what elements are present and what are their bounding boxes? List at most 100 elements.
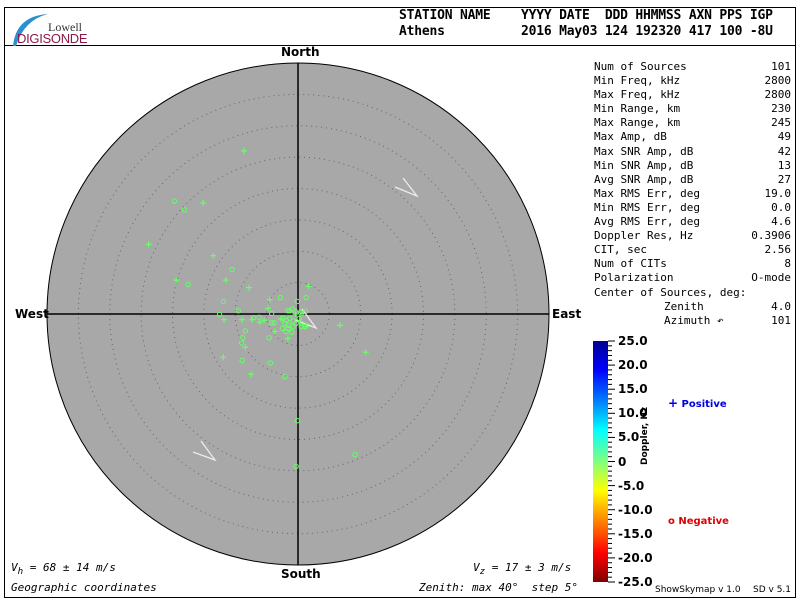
compass-north: North	[281, 45, 320, 59]
colorbar-tick-label: -20.0	[618, 550, 653, 565]
colorbar-tick-label: 0	[618, 454, 627, 469]
source-point-negative	[352, 451, 358, 458]
stat-value: 8	[784, 257, 791, 271]
stat-value: 4.6	[771, 215, 791, 229]
stat-label: Min SNR Amp, dB	[594, 158, 694, 172]
colorbar-label: Doppler, Hz	[640, 406, 650, 465]
source-point-positive	[305, 283, 312, 290]
source-point-positive	[271, 328, 278, 335]
stat-value: 101	[771, 60, 791, 73]
center-of-sources-title: Center of Sources, deg:	[594, 286, 791, 300]
colorbar-tick-label: -10.0	[618, 502, 653, 517]
stat-row-azimuth: Azimuth ↶ 101	[594, 314, 791, 328]
legend-negative-label: Negative	[678, 516, 729, 527]
center-title: Center of Sources, deg:	[594, 285, 747, 299]
stat-row: Max Range, km 245	[594, 116, 791, 130]
stat-value: 2800	[764, 74, 792, 88]
velocity-arrow	[394, 177, 420, 198]
stat-label: Max Amp, dB	[594, 130, 667, 144]
source-point-negative	[268, 320, 275, 326]
stat-label: Num of CITs	[594, 257, 667, 271]
stat-row: Min Freq, kHz 2800	[594, 74, 791, 88]
source-points	[145, 147, 369, 470]
source-point-negative	[229, 266, 235, 273]
stat-row: CIT, sec 2.56	[594, 243, 791, 257]
source-point-positive	[300, 310, 307, 317]
plus-icon: +	[668, 396, 679, 410]
stat-row-zenith: Zenith 4.0	[594, 300, 791, 314]
source-point-positive	[210, 252, 217, 259]
header-divider	[4, 45, 796, 46]
vz-sub: z	[479, 566, 486, 578]
stat-value: 0.0	[771, 200, 791, 214]
source-point-negative	[282, 374, 288, 380]
stat-label: Max Freq, kHz	[594, 88, 681, 102]
legend-positive: + Positive	[668, 396, 727, 410]
stat-row: Avg RMS Err, deg 4.6	[594, 215, 791, 229]
source-point-negative	[240, 335, 246, 341]
stat-label: Azimuth ↶	[664, 313, 724, 327]
source-point-positive	[247, 371, 254, 378]
stat-value: 0.3906	[751, 229, 791, 243]
source-point-negative	[293, 320, 299, 327]
source-point-negative	[235, 308, 242, 314]
stat-row: Min Range, km 230	[594, 102, 791, 116]
source-point-positive	[303, 323, 310, 330]
stat-row: Avg SNR Amp, dB 27	[594, 173, 791, 187]
stat-value: 42	[777, 144, 791, 158]
version-showskymap: ShowSkymap v 1.0	[655, 585, 741, 595]
stats-panel: Num of Sources 101 Min Freq, kHz 2800 Max Fr…	[594, 60, 791, 328]
horizontal-velocity: Vh = 68 ± 14 m/s	[11, 561, 116, 577]
stat-value: 19.0	[764, 186, 792, 200]
source-point-negative	[285, 325, 291, 332]
stat-label: Zenith	[664, 299, 704, 313]
stat-value: 2.56	[764, 243, 792, 257]
vh-sub: h	[17, 566, 24, 578]
stat-value: O-mode	[751, 271, 791, 285]
vz-symbol: V	[473, 561, 480, 574]
source-point-negative	[279, 325, 286, 332]
zenith-scale-note: Zenith: max 40° step 5°	[419, 581, 578, 594]
source-point-negative	[293, 463, 299, 470]
source-point-negative	[239, 357, 245, 364]
stat-row: Polarization O-mode	[594, 271, 791, 285]
stat-label: Doppler Res, Hz	[594, 229, 694, 243]
source-point-positive	[222, 277, 229, 284]
colorbar-tick-label: -15.0	[618, 526, 653, 541]
version-sd: SD v 5.1	[753, 585, 792, 595]
header-values: Athens 2016 May03 124 192320 417 100 -8U	[399, 24, 773, 39]
stat-row: Max SNR Amp, dB 42	[594, 145, 791, 159]
stat-row: Min SNR Amp, dB 13	[594, 159, 791, 173]
source-point-positive	[266, 296, 273, 303]
source-point-positive	[145, 241, 152, 248]
stat-value: 245	[771, 116, 791, 130]
velocity-arrow	[294, 308, 318, 330]
source-point-negative	[268, 310, 275, 317]
stat-label: Avg SNR Amp, dB	[594, 172, 694, 186]
source-point-positive	[200, 199, 207, 206]
source-point-positive	[264, 305, 271, 312]
source-point-negative	[277, 294, 284, 301]
stat-label: Min Freq, kHz	[594, 74, 681, 88]
colorbar-tick-label: 10.0	[618, 406, 648, 421]
source-point-positive	[337, 322, 344, 329]
stat-label: Polarization	[594, 271, 674, 285]
stat-row: Max Freq, kHz 2800	[594, 88, 791, 102]
circle-icon: o	[668, 516, 675, 527]
colorbar-ticks	[608, 340, 615, 583]
doppler-colorbar	[593, 341, 608, 582]
legend-positive-label: Positive	[681, 399, 727, 410]
colorbar-tick-label: 5.0	[618, 430, 640, 445]
source-point-negative	[185, 281, 191, 288]
stat-label: Max Range, km	[594, 116, 681, 130]
stat-value: 230	[771, 102, 791, 116]
source-point-positive	[284, 335, 291, 342]
source-point-positive	[292, 311, 299, 317]
plot-frame	[4, 7, 796, 598]
stat-row: Max RMS Err, deg 19.0	[594, 187, 791, 201]
vertical-velocity: Vz = 17 ± 3 m/s	[473, 561, 571, 577]
stat-row: Doppler Res, Hz 0.3906	[594, 229, 791, 243]
source-point-negative	[296, 315, 302, 322]
stat-label: Max SNR Amp, dB	[594, 144, 694, 158]
